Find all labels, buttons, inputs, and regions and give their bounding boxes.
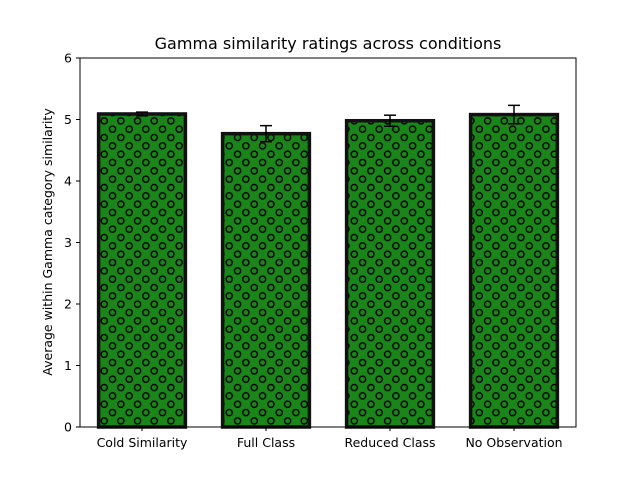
y-tick-label: 2 [64, 297, 72, 312]
bar-hatch [470, 114, 558, 427]
y-tick-label: 0 [64, 420, 72, 435]
y-tick-label: 6 [64, 51, 72, 66]
error-bars-layer [136, 104, 520, 143]
y-tick-label: 3 [64, 235, 72, 250]
x-tick-label: Cold Similarity [97, 435, 188, 450]
axes-layer: Cold Similarity Full Class Reduced Class No… [64, 51, 577, 450]
x-tick-label: Full Class [237, 435, 295, 450]
y-tick-label: 5 [64, 112, 72, 127]
plot-frame [79, 57, 577, 428]
x-tick-label: No Observation [465, 435, 562, 450]
x-tick-label: Reduced Class [344, 435, 435, 450]
y-axis-label: Average within Gamma category similarity [40, 108, 55, 376]
bar-hatch [98, 113, 186, 427]
bar-hatch [222, 133, 310, 427]
bars-layer [96, 112, 560, 429]
chart-title: Gamma similarity ratings across conditio… [155, 34, 502, 53]
bar-hatch [346, 120, 434, 427]
y-tick-label: 4 [64, 174, 72, 189]
y-tick-label: 1 [64, 358, 72, 373]
